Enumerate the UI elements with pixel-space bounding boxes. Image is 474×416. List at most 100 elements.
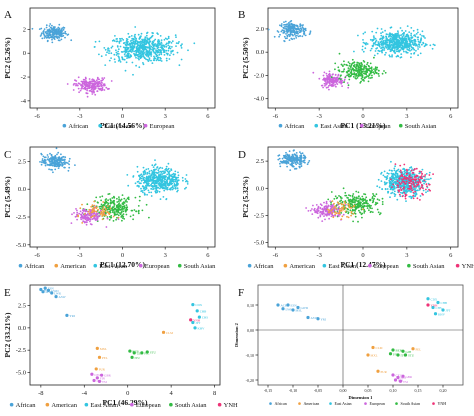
point-african xyxy=(53,161,56,164)
point-south-asian xyxy=(353,73,356,76)
point-african xyxy=(58,157,61,160)
point-african xyxy=(300,152,302,155)
point-european xyxy=(96,82,99,85)
point-african xyxy=(292,34,294,37)
point-african xyxy=(285,158,288,160)
point-african xyxy=(44,156,47,159)
point-european xyxy=(76,218,78,221)
point-east-asian xyxy=(382,46,385,49)
point-african xyxy=(68,166,71,169)
point-european xyxy=(328,76,330,78)
point-european xyxy=(86,81,88,84)
point-south-asian xyxy=(361,63,363,66)
point-south-asian xyxy=(366,207,369,210)
point-african xyxy=(64,158,66,161)
point-african xyxy=(288,21,290,24)
point-east-asian xyxy=(170,174,173,177)
point-european xyxy=(332,84,335,87)
point-south-asian xyxy=(353,198,356,201)
point-east-asian xyxy=(146,193,149,196)
point-south-asian xyxy=(368,65,370,68)
point-european xyxy=(105,226,108,228)
point-east-asian xyxy=(160,51,163,54)
panel-letter: A xyxy=(4,9,12,21)
point-east-asian xyxy=(163,187,166,189)
point-african xyxy=(285,25,288,28)
point-south-asian xyxy=(338,69,341,72)
point-european xyxy=(334,73,337,76)
point-east-asian xyxy=(398,39,400,42)
point-east-asian xyxy=(410,46,413,48)
panel-letter: B xyxy=(238,9,245,21)
point-east-asian xyxy=(407,35,410,37)
point-south-asian xyxy=(376,202,379,205)
point-south-asian xyxy=(363,202,366,204)
point-south-asian xyxy=(365,205,368,208)
point-african xyxy=(289,33,292,35)
point-east-asian xyxy=(353,50,355,53)
point-ynh xyxy=(412,197,415,200)
legend-marker xyxy=(283,263,288,268)
legend-marker xyxy=(368,263,372,268)
point-european xyxy=(307,210,310,212)
point-east-asian xyxy=(154,184,156,186)
point-east-asian xyxy=(139,41,141,43)
point-east-asian xyxy=(165,198,168,201)
point-south-asian xyxy=(118,198,120,201)
point-east-asian xyxy=(158,173,160,176)
point-east-asian xyxy=(385,178,388,181)
point-south-asian xyxy=(367,68,370,71)
point-south-asian xyxy=(117,200,120,203)
point-south-asian xyxy=(103,202,106,204)
point-east-asian xyxy=(380,40,383,42)
point-european xyxy=(80,80,83,83)
point-south-asian xyxy=(345,71,348,73)
point-east-asian xyxy=(416,189,419,192)
point-east-asian xyxy=(381,51,383,54)
point-east-asian xyxy=(165,175,167,178)
point-south-asian xyxy=(121,202,124,205)
point-south-asian xyxy=(381,197,384,200)
point-european xyxy=(92,78,94,81)
point-african xyxy=(276,30,279,32)
point-east-asian xyxy=(152,166,155,169)
point-south-asian xyxy=(104,199,107,201)
point-label: CHB xyxy=(441,301,448,305)
point-east-asian xyxy=(386,181,388,184)
point-east-asian xyxy=(151,40,154,43)
point-european xyxy=(312,71,315,74)
point-east-asian xyxy=(170,168,173,171)
point-european xyxy=(88,78,91,80)
point-ynh xyxy=(412,194,415,197)
point-east-asian xyxy=(420,38,422,41)
point-american xyxy=(103,210,106,213)
point-african xyxy=(62,28,65,31)
point-american xyxy=(91,204,94,207)
point-label: LWK xyxy=(54,292,62,296)
point-east-asian xyxy=(397,30,399,33)
point-east-asian xyxy=(113,40,116,42)
point-east-asian xyxy=(181,43,183,45)
point-american xyxy=(83,213,86,215)
point-east-asian xyxy=(424,37,426,39)
legend-label: European xyxy=(366,123,392,130)
point-east-asian xyxy=(425,191,427,194)
point-american xyxy=(340,202,343,205)
point-east-asian xyxy=(166,186,169,189)
point-ynh xyxy=(402,187,405,190)
point-east-asian xyxy=(157,169,160,172)
point-african xyxy=(299,151,301,154)
point-ynh xyxy=(404,194,407,197)
point-yri xyxy=(316,317,320,321)
point-african xyxy=(289,163,292,166)
point-east-asian xyxy=(395,41,398,44)
x-axis-label: PC1 (12.70%) xyxy=(100,260,145,269)
point-east-asian xyxy=(396,173,399,175)
point-african xyxy=(292,159,294,162)
point-east-asian xyxy=(153,187,155,190)
point-east-asian xyxy=(185,180,187,183)
point-european xyxy=(97,81,100,84)
point-east-asian xyxy=(158,184,161,187)
point-european xyxy=(77,76,80,79)
point-east-asian xyxy=(405,35,408,38)
